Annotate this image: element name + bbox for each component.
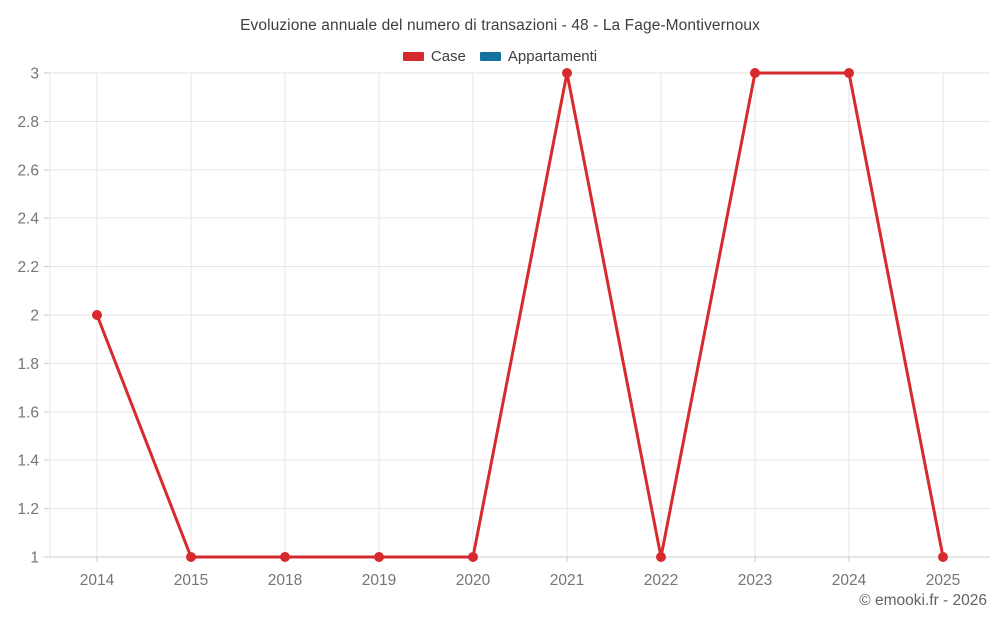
chart-title: Evoluzione annuale del numero di transaz… [240, 17, 760, 34]
data-point-case-2022[interactable] [656, 552, 666, 562]
legend-item-label: Case [430, 48, 466, 65]
y-tick-label: 1 [30, 550, 39, 567]
data-point-case-2025[interactable] [938, 552, 948, 562]
legend-item-appartamenti[interactable]: Appartamenti [479, 48, 598, 65]
data-point-case-2020[interactable] [468, 552, 478, 562]
x-tick-label: 2021 [550, 572, 584, 589]
legend-item-case[interactable]: Case [402, 48, 466, 65]
legend-item-label: Appartamenti [507, 48, 598, 65]
x-tick-label: 2023 [738, 572, 772, 589]
data-point-case-2024[interactable] [844, 68, 854, 78]
data-point-case-2019[interactable] [374, 552, 384, 562]
legend: Case Appartamenti [0, 48, 1000, 65]
x-tick-label: 2020 [456, 572, 491, 589]
data-point-case-2014[interactable] [92, 310, 102, 320]
y-tick-label: 2.2 [17, 259, 39, 276]
y-tick-label: 2.6 [17, 162, 39, 179]
case-series-swatch-icon [402, 52, 424, 61]
series-line-case [95, 71, 945, 559]
x-tick-label: 2014 [80, 572, 115, 589]
y-tick-label: 1.8 [17, 356, 39, 373]
data-point-case-2023[interactable] [750, 68, 760, 78]
x-tick-label: 2015 [174, 572, 208, 589]
y-tick-label: 2.8 [17, 114, 39, 131]
x-tick-label: 2019 [362, 572, 396, 589]
data-point-case-2015[interactable] [186, 552, 196, 562]
data-point-case-2018[interactable] [280, 552, 290, 562]
y-tick-label: 1.6 [17, 404, 39, 421]
copyright: © emooki.fr - 2026 [859, 592, 987, 609]
data-point-case-2021[interactable] [562, 68, 572, 78]
x-tick-label: 2025 [926, 572, 960, 589]
x-tick-label: 2022 [644, 572, 678, 589]
x-tick-label: 2024 [832, 572, 867, 589]
appartamenti-series-swatch-icon [479, 52, 501, 61]
y-tick-label: 2.4 [17, 211, 39, 228]
y-tick-label: 1.4 [17, 453, 39, 470]
x-tick-label: 2018 [268, 572, 302, 589]
y-tick-label: 1.2 [17, 501, 39, 518]
y-tick-label: 3 [30, 66, 39, 83]
y-tick-label: 2 [30, 308, 39, 325]
